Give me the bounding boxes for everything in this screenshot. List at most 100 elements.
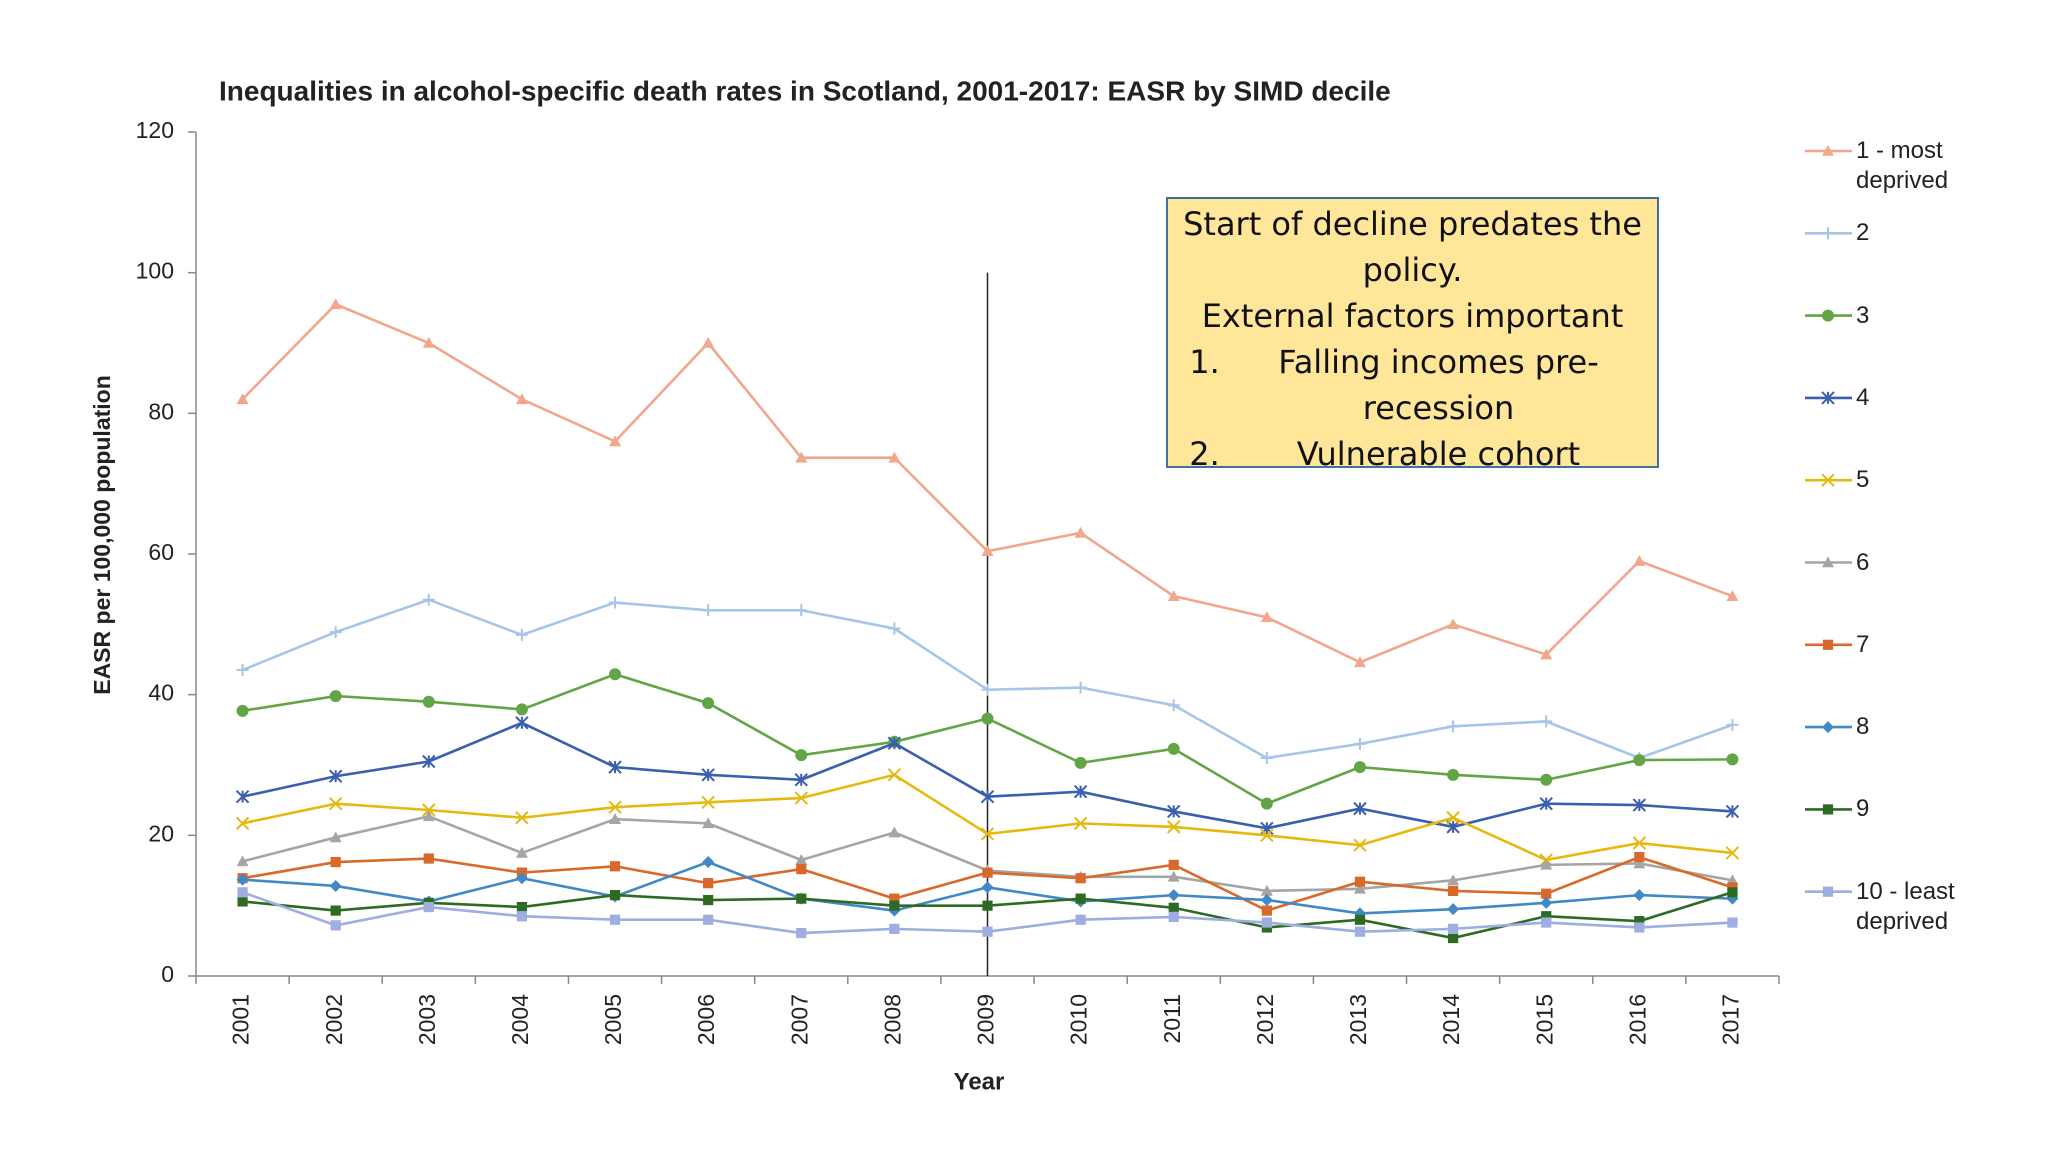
marker [422,337,435,348]
marker [981,712,994,725]
marker [329,626,342,639]
annotation-text: External factors important [1201,297,1624,335]
marker [1354,926,1366,937]
marker [1167,889,1180,902]
x-tick-label: 2007 [786,994,812,1045]
marker [1632,798,1647,812]
marker [1540,773,1553,786]
x-tick-label: 2015 [1531,994,1557,1045]
marker [515,716,529,730]
marker [794,791,808,805]
x-tick-label: 2013 [1345,994,1371,1045]
marker [1075,914,1086,925]
marker [422,695,435,708]
marker [1447,618,1460,630]
marker [1634,922,1645,933]
marker [609,813,622,824]
legend-marker [1822,804,1834,815]
marker [608,760,622,774]
x-tick-label: 2004 [507,994,533,1045]
marker [1353,656,1366,668]
marker [515,811,529,825]
marker [328,796,343,811]
marker [422,593,435,606]
marker [795,853,808,865]
marker [423,853,434,864]
legend-marker [1822,227,1834,240]
y-tick-label: 100 [136,258,174,284]
marker [1073,785,1088,799]
marker [796,863,807,875]
marker [982,867,993,878]
legend-marker [1821,391,1835,405]
marker [328,769,343,783]
marker [1167,804,1181,819]
marker [1447,932,1459,944]
annotation-item: Falling incomes pre-recession [1230,339,1633,431]
y-tick-label: 120 [136,117,174,143]
x-tick-label: 2008 [879,994,905,1045]
marker [981,683,994,696]
marker [329,690,342,703]
annotation-list: Falling incomes pre-recession Vulnerable… [1168,339,1657,477]
marker [1633,889,1646,902]
marker [235,816,250,831]
marker [1261,905,1272,916]
marker [1541,911,1552,922]
legend-label: 10 - least deprived [1856,877,1955,935]
marker [1167,699,1180,712]
marker [1353,838,1367,852]
marker [1447,874,1460,886]
marker [889,923,900,934]
marker [609,596,622,609]
marker [515,872,528,885]
legend-label: 1 - most deprived [1856,137,1949,194]
marker [1168,902,1179,913]
x-tick-label: 2002 [321,994,347,1045]
x-tick-label: 2016 [1624,994,1650,1045]
marker [1354,914,1366,925]
marker [515,846,528,858]
marker [236,393,249,405]
marker [887,768,902,782]
legend-label: 3 [1856,301,1870,329]
marker [1447,903,1460,916]
marker [1540,896,1553,909]
marker [1353,801,1367,816]
x-tick-label: 2011 [1159,994,1185,1043]
marker [1260,884,1273,896]
marker [1725,804,1740,819]
legend-marker [1821,473,1835,487]
legend-marker [1822,309,1834,322]
marker [796,927,807,939]
marker [1167,870,1180,882]
marker [1727,887,1738,898]
marker [1633,555,1646,566]
legend-label: 4 [1856,383,1870,411]
marker [1726,753,1739,766]
marker [1633,857,1646,869]
marker [981,881,994,894]
marker [888,826,901,838]
marker [515,703,528,716]
marker [1634,852,1645,863]
marker [329,831,342,843]
marker [330,920,341,931]
marker [702,856,715,869]
marker [609,435,622,447]
marker [1447,720,1460,733]
marker [1539,796,1553,811]
marker [329,879,342,892]
marker [423,901,434,913]
y-tick-label: 0 [161,961,174,987]
marker [1447,768,1460,781]
marker [1540,858,1553,870]
marker [608,800,622,814]
legend-marker [1822,145,1834,156]
marker [516,901,528,913]
marker [1074,526,1087,538]
x-tick-label: 2006 [693,994,719,1045]
marker [702,817,715,829]
